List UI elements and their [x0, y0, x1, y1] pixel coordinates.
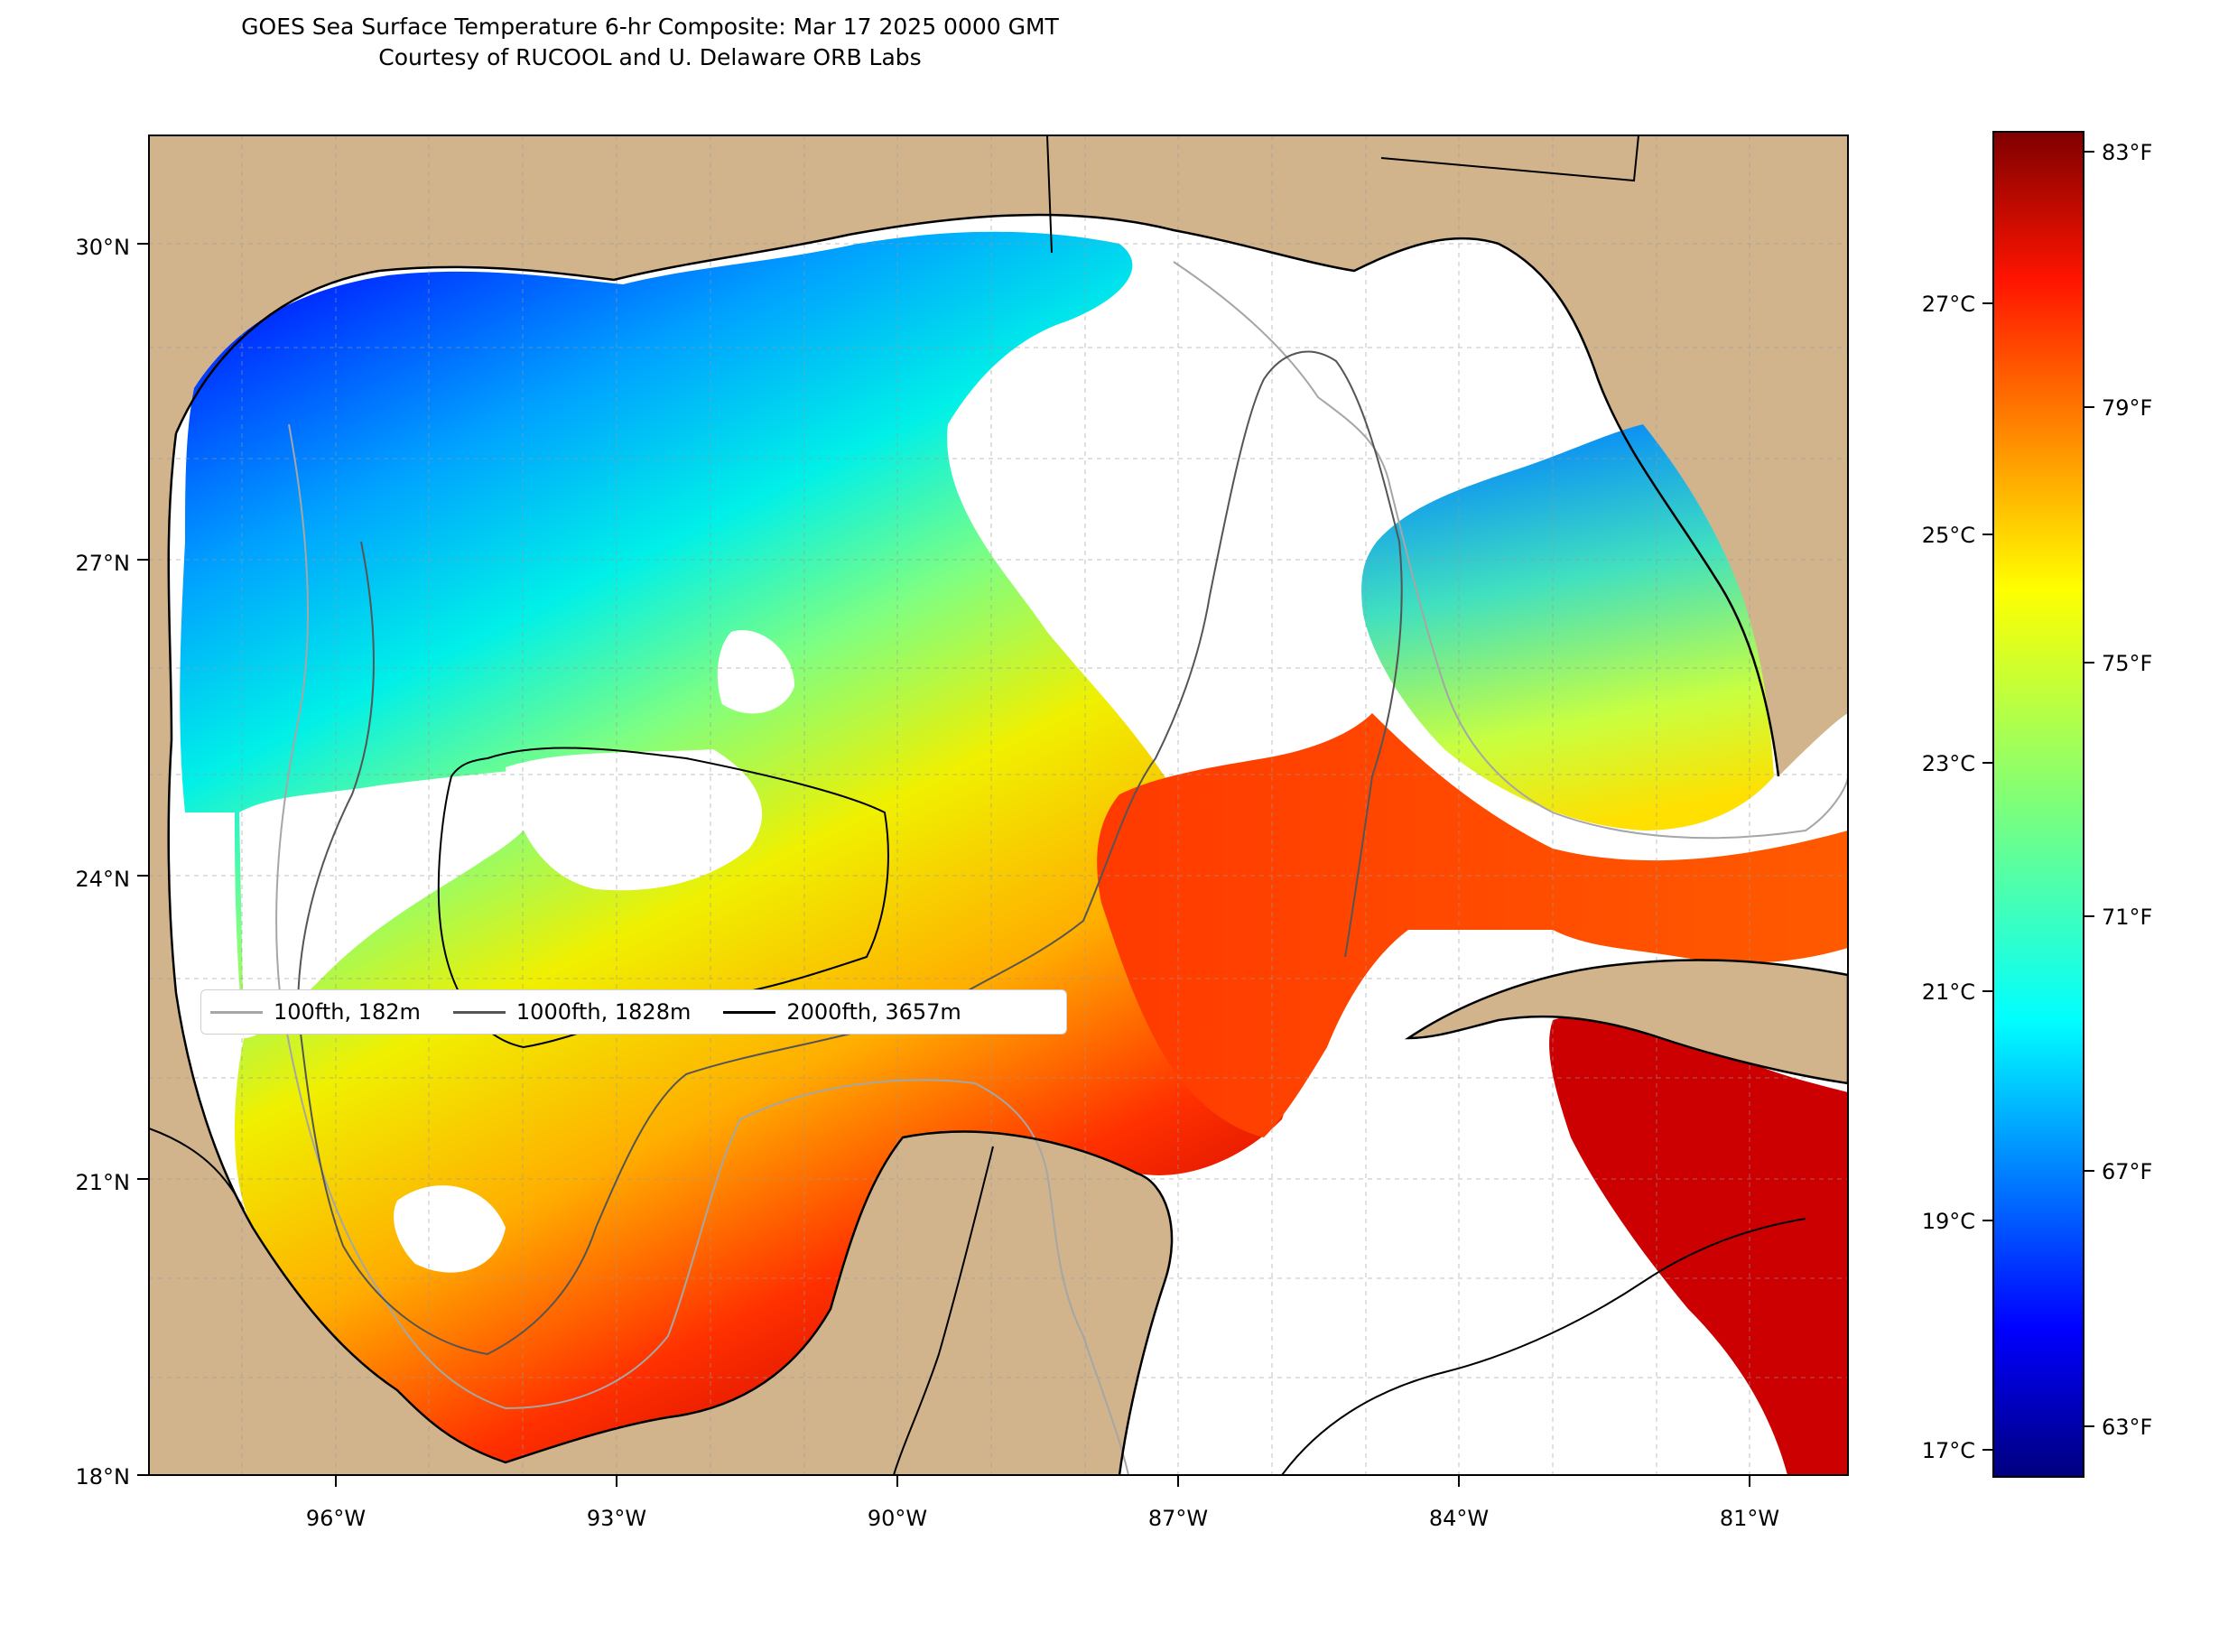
legend-label: 2000fth, 3657m — [786, 999, 961, 1025]
lon-axis: 96°W 93°W 90°W 87°W 84°W 81°W — [306, 1475, 1779, 1531]
contour-2000fth — [1281, 1218, 1806, 1475]
coastline — [174, 213, 1780, 777]
lon-tick-label: 87°W — [1148, 1506, 1208, 1531]
legend-swatch — [723, 1010, 776, 1014]
lat-tick-label: 24°N — [76, 867, 131, 892]
colorbar-f-label: 63°F — [2102, 1415, 2152, 1440]
legend-label: 1000fth, 1828m — [515, 999, 692, 1025]
lon-tick-label: 93°W — [587, 1506, 646, 1531]
colorbar: 83°F 79°F 75°F 71°F 67°F 63°F 27°C 25°C … — [1922, 131, 2152, 1478]
map-area — [149, 135, 1848, 1475]
sst-loop-current — [1097, 713, 1848, 1137]
legend-item-1000fth: 1000fth, 1828m — [452, 999, 692, 1025]
colorbar-gradient — [1992, 131, 2084, 1478]
lon-tick-label: 90°W — [868, 1506, 927, 1531]
lat-tick-label: 30°N — [76, 235, 131, 260]
no-data-gap — [239, 767, 548, 1038]
colorbar-f-label: 83°F — [2102, 140, 2152, 165]
lon-tick-label: 81°W — [1720, 1506, 1779, 1531]
no-data-gap — [506, 749, 763, 891]
lon-tick-label: 96°W — [306, 1506, 366, 1531]
lat-tick-label: 27°N — [76, 551, 131, 576]
lat-tick-label: 18°N — [76, 1464, 131, 1490]
map-frame — [148, 135, 1849, 1476]
legend-swatch — [210, 1010, 263, 1014]
lat-axis: 30°N 27°N 24°N 21°N 18°N — [76, 235, 149, 1490]
contour-1000fth — [296, 350, 1403, 1356]
colorbar-f-label: 79°F — [2102, 395, 2152, 421]
colorbar-c-label: 19°C — [1922, 1209, 1975, 1234]
contour-100fth — [275, 423, 1129, 1475]
legend-item-100fth: 100fth, 182m — [210, 999, 421, 1025]
colorbar-c-label: 25°C — [1922, 523, 1975, 548]
chart-subtitle: Courtesy of RUCOOL and U. Delaware ORB L… — [378, 44, 922, 70]
legend-label: 100fth, 182m — [274, 999, 421, 1025]
contour-100fth — [1173, 261, 1848, 840]
legend-item-2000fth: 2000fth, 3657m — [723, 999, 961, 1025]
colorbar-f-label: 67°F — [2102, 1159, 2152, 1184]
no-data-gap — [394, 1185, 506, 1273]
lon-tick-label: 84°W — [1429, 1506, 1489, 1531]
gridlines — [149, 135, 1848, 1475]
no-data-gap — [975, 388, 1121, 632]
colorbar-c-label: 23°C — [1922, 751, 1975, 776]
colorbar-f-label: 75°F — [2102, 651, 2152, 676]
no-data-gap — [717, 630, 794, 714]
cuba-land — [1404, 959, 1848, 1085]
contour-legend: 100fth, 182m 1000fth, 1828m 2000fth, 365… — [200, 989, 1067, 1035]
colorbar-c-label: 21°C — [1922, 979, 1975, 1005]
lat-tick-label: 21°N — [76, 1170, 131, 1195]
colorbar-c-label: 27°C — [1922, 292, 1975, 317]
coastline — [167, 432, 1174, 1475]
sst-caribbean — [1549, 1012, 1848, 1475]
colorbar-f-label: 71°F — [2102, 905, 2152, 930]
colorbar-c-label: 17°C — [1922, 1438, 1975, 1463]
legend-swatch — [452, 1010, 506, 1014]
borders — [149, 135, 1639, 1475]
chart-title: GOES Sea Surface Temperature 6-hr Compos… — [241, 14, 1059, 40]
